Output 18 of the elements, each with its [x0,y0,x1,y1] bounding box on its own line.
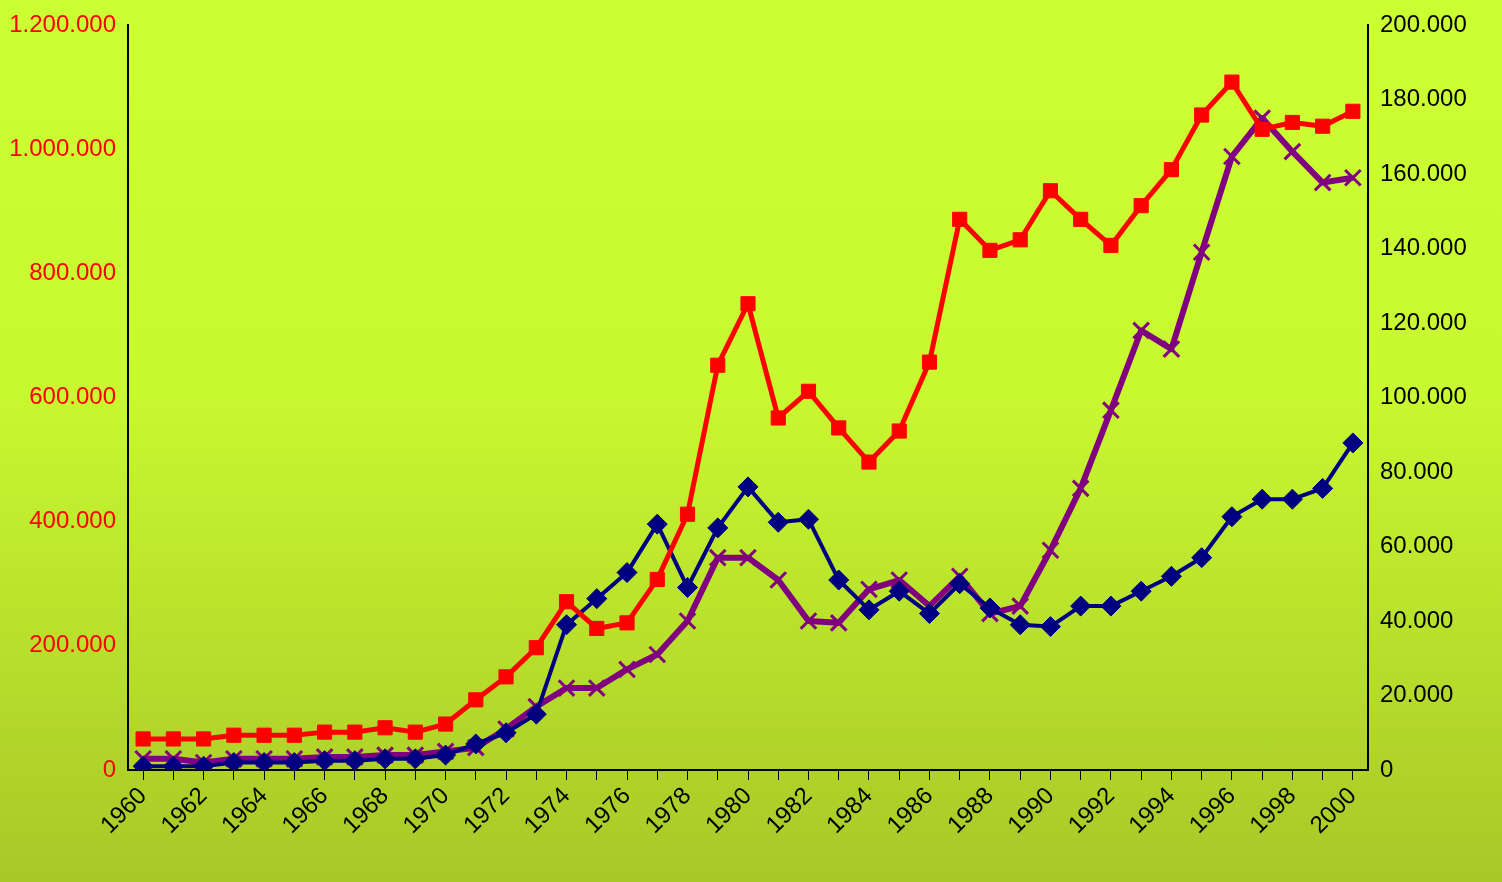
y2-tick-label: 200.000 [1380,9,1467,37]
y2-tick-label: 140.000 [1380,233,1467,261]
y2-tick-label: 40.000 [1380,605,1454,633]
y2-tick-label: 60.000 [1380,531,1454,559]
y-tick-label: 1.000.000 [9,133,116,161]
y2-tick-label: 80.000 [1380,456,1454,484]
y2-tick-label: 0 [1380,754,1394,782]
y2-tick-label: 180.000 [1380,84,1467,112]
y2-tick-label: 20.000 [1380,680,1454,708]
y2-tick-label: 160.000 [1380,158,1467,186]
y-tick-label: 400.000 [29,506,116,534]
y-tick-label: 0 [102,754,116,782]
y-tick-label: 600.000 [29,382,116,410]
y2-tick-label: 120.000 [1380,307,1467,335]
y2-tick-label: 100.000 [1380,382,1467,410]
y-tick-label: 800.000 [29,257,116,285]
y-tick-label: 200.000 [29,630,116,658]
y-tick-label: 1.200.000 [9,9,116,37]
